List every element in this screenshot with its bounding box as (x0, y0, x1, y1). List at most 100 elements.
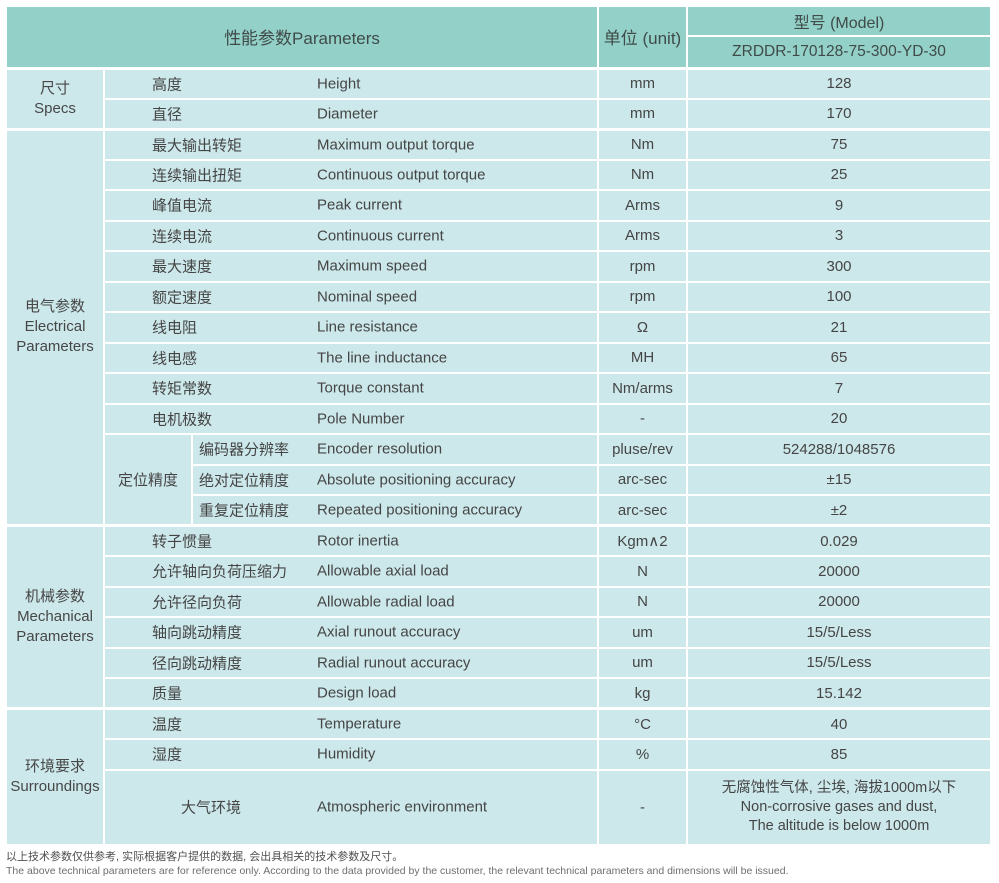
value-cell: 0.029 (686, 524, 992, 557)
footnotes: 以上技术参数仅供参考, 实际根据客户提供的数据, 会出具相关的技术参数及尺寸。 … (5, 850, 999, 878)
param-label-zh: 最大输出转矩 (152, 137, 243, 154)
param-cell: 质量 Design load (103, 677, 599, 710)
param-label-en: Design load (317, 684, 397, 702)
spec-table: 性能参数Parameters 单位 (unit) 型号 (Model) ZRDD… (5, 5, 992, 846)
table-row: 转矩常数 Torque constant Nm/arms 7 (6, 372, 992, 405)
unit-cell: arc-sec (597, 463, 688, 496)
table-row: 机械参数 Mechanical Parameters 转子惯量 Rotor in… (5, 524, 992, 710)
param-cell: 转矩常数 Torque constant (103, 372, 599, 405)
group-label-line: Mechanical (17, 608, 93, 625)
param-cell: 电机极数 Pole Number (103, 402, 599, 435)
param-label-zh: 线电阻 (152, 319, 198, 337)
value-cell: 20 (686, 402, 992, 435)
value-cell: 75 (686, 127, 992, 161)
header-row-2: ZRDDR-170128-75-300-YD-30 (6, 35, 992, 69)
unit-cell: N (597, 585, 688, 618)
table-row: 重复定位精度 Repeated positioning accuracy arc… (6, 494, 992, 527)
value-cell: 7 (686, 372, 992, 405)
param-label-en: Allowable radial load (317, 593, 455, 611)
param-label-en: Continuous current (317, 227, 444, 245)
value-cell: 15.142 (686, 677, 992, 710)
param-cell: 直径 Diameter (103, 97, 599, 130)
param-label-en: Pole Number (317, 410, 405, 428)
param-label-zh: 最大速度 (152, 258, 213, 276)
value-cell: 100 (686, 280, 992, 313)
value-cell: 21 (686, 311, 992, 344)
header-row-1: 性能参数Parameters 单位 (unit) 型号 (Model) (5, 5, 992, 69)
table-row: 允许径向负荷 Allowable radial load N 20000 (6, 585, 992, 618)
param-label-en: Axial runout accuracy (317, 623, 461, 641)
param-label-zh: 大气环境 (180, 799, 241, 817)
unit-cell: arc-sec (597, 494, 688, 527)
unit-cell: Arms (597, 219, 688, 252)
unit-cell: °C (597, 707, 688, 740)
value-cell: 15/5/Less (686, 646, 992, 679)
param-label-zh: 额定速度 (152, 289, 213, 307)
value-cell: 170 (686, 97, 992, 130)
param-label-zh: 转子惯量 (152, 533, 213, 551)
param-label-en: Torque constant (317, 379, 424, 397)
table-row: 大气环境 Atmospheric environment - 无腐蚀性气体, 尘… (6, 768, 992, 846)
param-label-zh: 重复定位精度 (199, 502, 290, 520)
param-cell: 重复定位精度 Repeated positioning accuracy (191, 494, 599, 527)
param-label-en: The line inductance (317, 349, 448, 367)
header-parameters: 性能参数Parameters (5, 5, 599, 69)
value-line: The altitude is below 1000m (748, 817, 930, 834)
param-label-zh: 连续电流 (152, 228, 213, 246)
group-cell-mechanical: 机械参数 Mechanical Parameters (5, 524, 105, 710)
group-label-line: Electrical (24, 318, 86, 336)
table-row: 质量 Design load kg 15.142 (6, 677, 992, 710)
table-row: 线电阻 Line resistance Ω 21 (6, 311, 992, 344)
value-cell: 20000 (686, 555, 992, 588)
param-label-zh: 直径 (152, 106, 183, 123)
param-label-zh: 绝对定位精度 (199, 472, 290, 490)
unit-cell: mm (597, 66, 688, 100)
param-label-zh: 电机极数 (152, 411, 213, 429)
unit-cell: um (597, 616, 688, 649)
header-model-value: ZRDDR-170128-75-300-YD-30 (686, 35, 992, 69)
value-cell: 65 (686, 341, 992, 374)
group-label-line: Specs (34, 99, 76, 117)
group-label-line: 环境要求 (24, 757, 85, 775)
param-label-zh: 轴向跳动精度 (152, 624, 243, 642)
group-cell-surroundings: 环境要求 Surroundings (5, 707, 105, 846)
value-line: Non-corrosive gases and dust, (740, 798, 938, 815)
unit-cell: mm (597, 97, 688, 130)
param-cell: 湿度 Humidity (103, 738, 599, 771)
param-label-en: Humidity (317, 745, 376, 763)
value-cell: 20000 (686, 585, 992, 618)
param-cell: 最大速度 Maximum speed (103, 250, 599, 283)
param-label-zh: 湿度 (152, 746, 183, 764)
param-label-en: Encoder resolution (317, 440, 443, 458)
unit-cell: um (597, 646, 688, 679)
param-cell: 温度 Temperature (103, 707, 599, 740)
param-cell: 允许径向负荷 Allowable radial load (103, 585, 599, 618)
unit-cell: Nm (597, 127, 688, 161)
param-cell: 线电阻 Line resistance (103, 311, 599, 344)
value-cell: 128 (686, 66, 992, 100)
param-label-zh: 质量 (152, 685, 183, 703)
unit-cell: pluse/rev (597, 433, 688, 466)
group-label-line: 机械参数 (24, 588, 85, 605)
value-cell: 25 (686, 158, 992, 191)
value-cell: 15/5/Less (686, 616, 992, 649)
group-cell-specs: 尺寸 Specs (5, 66, 105, 130)
param-label-en: Maximum speed (317, 257, 428, 275)
param-label-zh: 转矩常数 (152, 380, 213, 398)
value-cell: 300 (686, 250, 992, 283)
value-line: 无腐蚀性气体, 尘埃, 海拔1000m以下 (721, 779, 957, 796)
param-label-en: Repeated positioning accuracy (317, 501, 523, 519)
param-label-en: Temperature (317, 715, 402, 733)
group-cell-electrical: 电气参数 Electrical Parameters (5, 127, 105, 527)
param-label-en: Maximum output torque (317, 136, 475, 153)
value-cell: 3 (686, 219, 992, 252)
header-model-label: 型号 (Model) (686, 5, 992, 37)
param-cell: 大气环境 Atmospheric environment (103, 768, 599, 846)
param-label-zh: 高度 (152, 76, 183, 93)
unit-cell: Arms (597, 189, 688, 222)
table-row: 电气参数 Electrical Parameters 最大输出转矩 Maximu… (5, 127, 992, 527)
group-label-line: 尺寸 (39, 79, 70, 97)
header-unit: 单位 (unit) (597, 5, 688, 69)
group-label-line: Parameters (16, 628, 94, 645)
table-row: 连续输出扭矩 Continuous output torque Nm 25 (6, 158, 992, 191)
